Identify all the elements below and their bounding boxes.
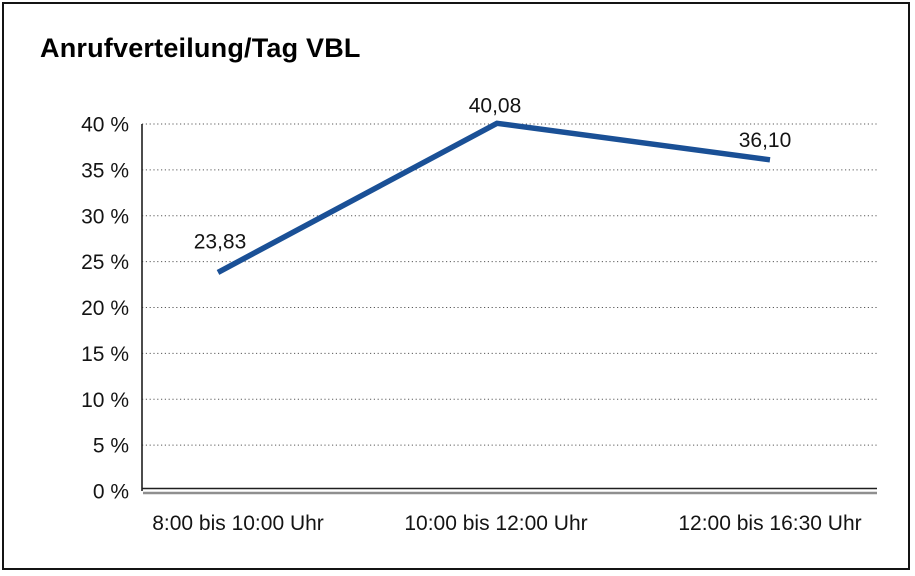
- y-axis-tick-label: 0 %: [93, 481, 129, 504]
- y-axis-tick-label: 40 %: [81, 114, 129, 137]
- y-axis-tick-label: 35 %: [81, 159, 129, 182]
- data-label: 23,83: [194, 230, 247, 253]
- y-axis-tick-label: 15 %: [81, 343, 129, 366]
- data-label: 36,10: [739, 129, 792, 152]
- y-axis-tick-label: 5 %: [93, 435, 129, 458]
- y-axis-tick-label: 20 %: [81, 297, 129, 320]
- y-axis-tick-label: 10 %: [81, 389, 129, 412]
- x-axis-category-label: 12:00 bis 16:30 Uhr: [678, 512, 861, 535]
- data-label: 40,08: [469, 94, 522, 117]
- y-axis-tick-label: 30 %: [81, 205, 129, 228]
- data-line: [216, 120, 771, 275]
- chart-outer-frame: [2, 2, 910, 570]
- chart-title: Anrufverteilung/Tag VBL: [40, 33, 361, 63]
- x-axis-category-label: 8:00 bis 10:00 Uhr: [152, 512, 324, 535]
- x-axis-category-label: 10:00 bis 12:00 Uhr: [404, 512, 587, 535]
- y-axis-tick-label: 25 %: [81, 251, 129, 274]
